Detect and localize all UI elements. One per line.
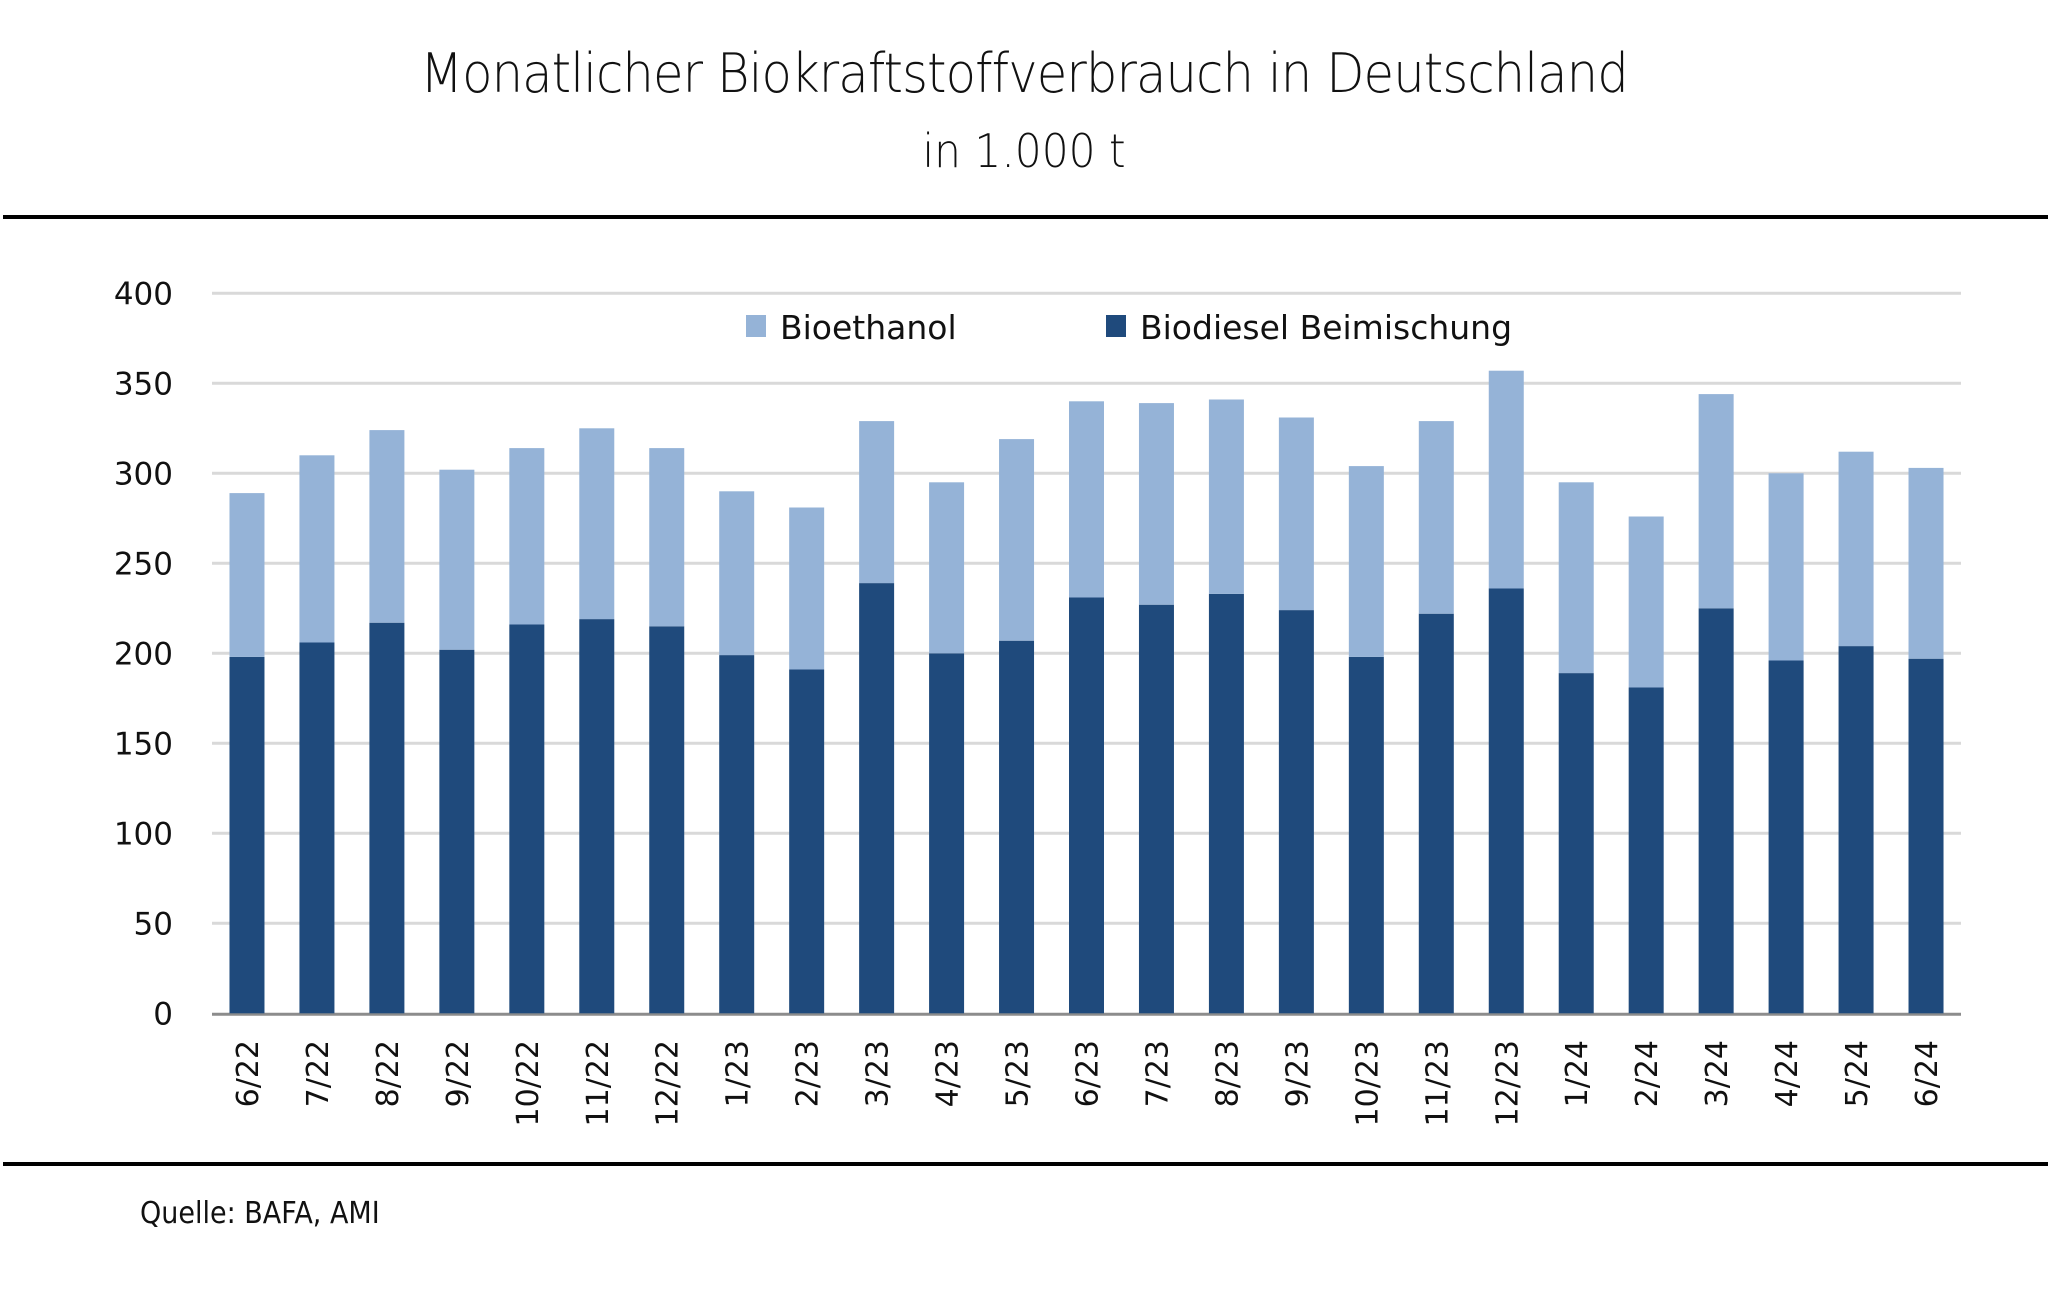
bar-bioethanol xyxy=(1348,466,1384,657)
bar-biodiesel xyxy=(1138,604,1174,1014)
x-tick-label: 7/23 xyxy=(1140,1040,1175,1107)
bar-bioethanol xyxy=(649,448,685,627)
bar-bioethanol xyxy=(1069,401,1104,598)
bar-bioethanol xyxy=(509,448,545,625)
bar-biodiesel xyxy=(929,653,965,1014)
bar-biodiesel xyxy=(439,649,475,1014)
bar-biodiesel xyxy=(649,626,685,1014)
bar-biodiesel xyxy=(369,622,405,1014)
legend-label: Bioethanol xyxy=(780,308,957,347)
x-tick-label: 6/23 xyxy=(1071,1040,1106,1107)
x-tick-label: 1/23 xyxy=(721,1040,756,1107)
bar-biodiesel xyxy=(1698,608,1734,1014)
x-axis-labels: 6/22 7/22 8/22 9/22 10/22 11/22 12/22 1/23 2/23 3… xyxy=(231,1040,1945,1126)
bar-bioethanol xyxy=(1908,467,1944,659)
bar-bioethanol xyxy=(1488,370,1524,589)
bar-biodiesel xyxy=(1418,613,1454,1014)
bar-biodiesel xyxy=(1348,656,1384,1014)
bar-biodiesel xyxy=(1069,597,1104,1014)
x-tick-label: 9/23 xyxy=(1280,1040,1315,1107)
bar-biodiesel xyxy=(229,656,265,1014)
x-tick-label: 8/22 xyxy=(371,1040,406,1107)
bar-bioethanol xyxy=(1768,473,1804,661)
top-divider xyxy=(3,215,2048,219)
bar-biodiesel xyxy=(1838,646,1874,1014)
y-axis-labels: 0 50 100 150 200 250 300 350 400 xyxy=(114,276,173,1032)
bar-bioethanol xyxy=(999,439,1035,641)
x-tick-label: 1/24 xyxy=(1560,1040,1595,1107)
bar-bioethanol xyxy=(789,507,825,670)
bar-biodiesel xyxy=(1208,593,1244,1014)
chart-title: Monatlicher Biokraftstoffverbrauch in De… xyxy=(420,42,1629,105)
x-tick-label: 3/24 xyxy=(1700,1040,1735,1107)
x-tick-label: 5/24 xyxy=(1840,1040,1875,1107)
x-tick-label: 11/23 xyxy=(1420,1040,1455,1126)
bar-bioethanol xyxy=(719,491,755,656)
y-tick-label: 0 xyxy=(153,996,173,1032)
bar-biodiesel xyxy=(1768,660,1804,1014)
bar-biodiesel xyxy=(579,619,615,1014)
bar-bioethanol xyxy=(1838,451,1874,647)
y-tick-label: 300 xyxy=(114,456,173,492)
bar-bioethanol xyxy=(439,469,475,650)
bar-biodiesel xyxy=(1488,588,1524,1014)
bar-biodiesel xyxy=(1558,673,1594,1014)
bar-biodiesel xyxy=(999,640,1035,1014)
x-tick-label: 6/22 xyxy=(231,1040,266,1107)
x-tick-label: 3/23 xyxy=(861,1040,896,1107)
x-tick-label: 6/24 xyxy=(1910,1040,1945,1107)
bar-bioethanol xyxy=(1278,417,1314,611)
bar-bioethanol xyxy=(1698,394,1734,609)
legend-label: Biodiesel Beimischung xyxy=(1140,308,1512,347)
x-tick-label: 12/22 xyxy=(651,1040,686,1126)
bars xyxy=(229,370,1944,1014)
y-tick-label: 200 xyxy=(114,636,173,672)
y-tick-label: 250 xyxy=(114,546,173,582)
legend: Bioethanol Biodiesel Beimischung xyxy=(746,308,1512,347)
bar-bioethanol xyxy=(1208,399,1244,594)
y-tick-label: 100 xyxy=(114,816,173,852)
y-tick-label: 50 xyxy=(134,906,173,942)
x-tick-label: 8/23 xyxy=(1210,1040,1245,1107)
x-tick-label: 2/24 xyxy=(1630,1040,1665,1107)
bar-bioethanol xyxy=(1628,516,1664,688)
bar-biodiesel xyxy=(1278,610,1314,1014)
x-tick-label: 11/22 xyxy=(581,1040,616,1126)
x-tick-label: 9/22 xyxy=(441,1040,476,1107)
bar-bioethanol xyxy=(1138,403,1174,605)
y-tick-label: 350 xyxy=(114,366,173,402)
x-tick-label: 2/23 xyxy=(791,1040,826,1107)
y-tick-label: 400 xyxy=(114,276,173,312)
x-tick-label: 12/23 xyxy=(1490,1040,1525,1126)
source-note: Quelle: BAFA, AMI xyxy=(140,1196,380,1231)
bar-biodiesel xyxy=(509,624,545,1014)
x-tick-label: 7/22 xyxy=(301,1040,336,1107)
y-tick-label: 150 xyxy=(114,726,173,762)
bar-biodiesel xyxy=(1908,658,1944,1014)
legend-swatch xyxy=(746,315,766,337)
bar-biodiesel xyxy=(719,655,755,1014)
bottom-divider xyxy=(3,1162,2048,1166)
bar-bioethanol xyxy=(859,421,895,584)
bar-bioethanol xyxy=(1558,482,1594,674)
bar-bioethanol xyxy=(1418,421,1454,614)
bar-bioethanol xyxy=(369,430,405,623)
bar-biodiesel xyxy=(859,583,895,1014)
bar-bioethanol xyxy=(229,493,265,657)
x-tick-label: 5/23 xyxy=(1001,1040,1036,1107)
bar-biodiesel xyxy=(299,642,335,1014)
x-tick-label: 10/22 xyxy=(511,1040,546,1126)
bar-bioethanol xyxy=(579,428,615,620)
legend-swatch xyxy=(1106,315,1126,337)
x-tick-label: 10/23 xyxy=(1350,1040,1385,1126)
x-tick-label: 4/24 xyxy=(1770,1040,1805,1107)
chart-subtitle: in 1.000 t xyxy=(922,124,1126,178)
bar-bioethanol xyxy=(929,482,965,654)
bar-bioethanol xyxy=(299,455,335,643)
x-tick-label: 4/23 xyxy=(931,1040,966,1107)
bar-biodiesel xyxy=(1628,687,1664,1014)
bar-biodiesel xyxy=(789,669,825,1014)
